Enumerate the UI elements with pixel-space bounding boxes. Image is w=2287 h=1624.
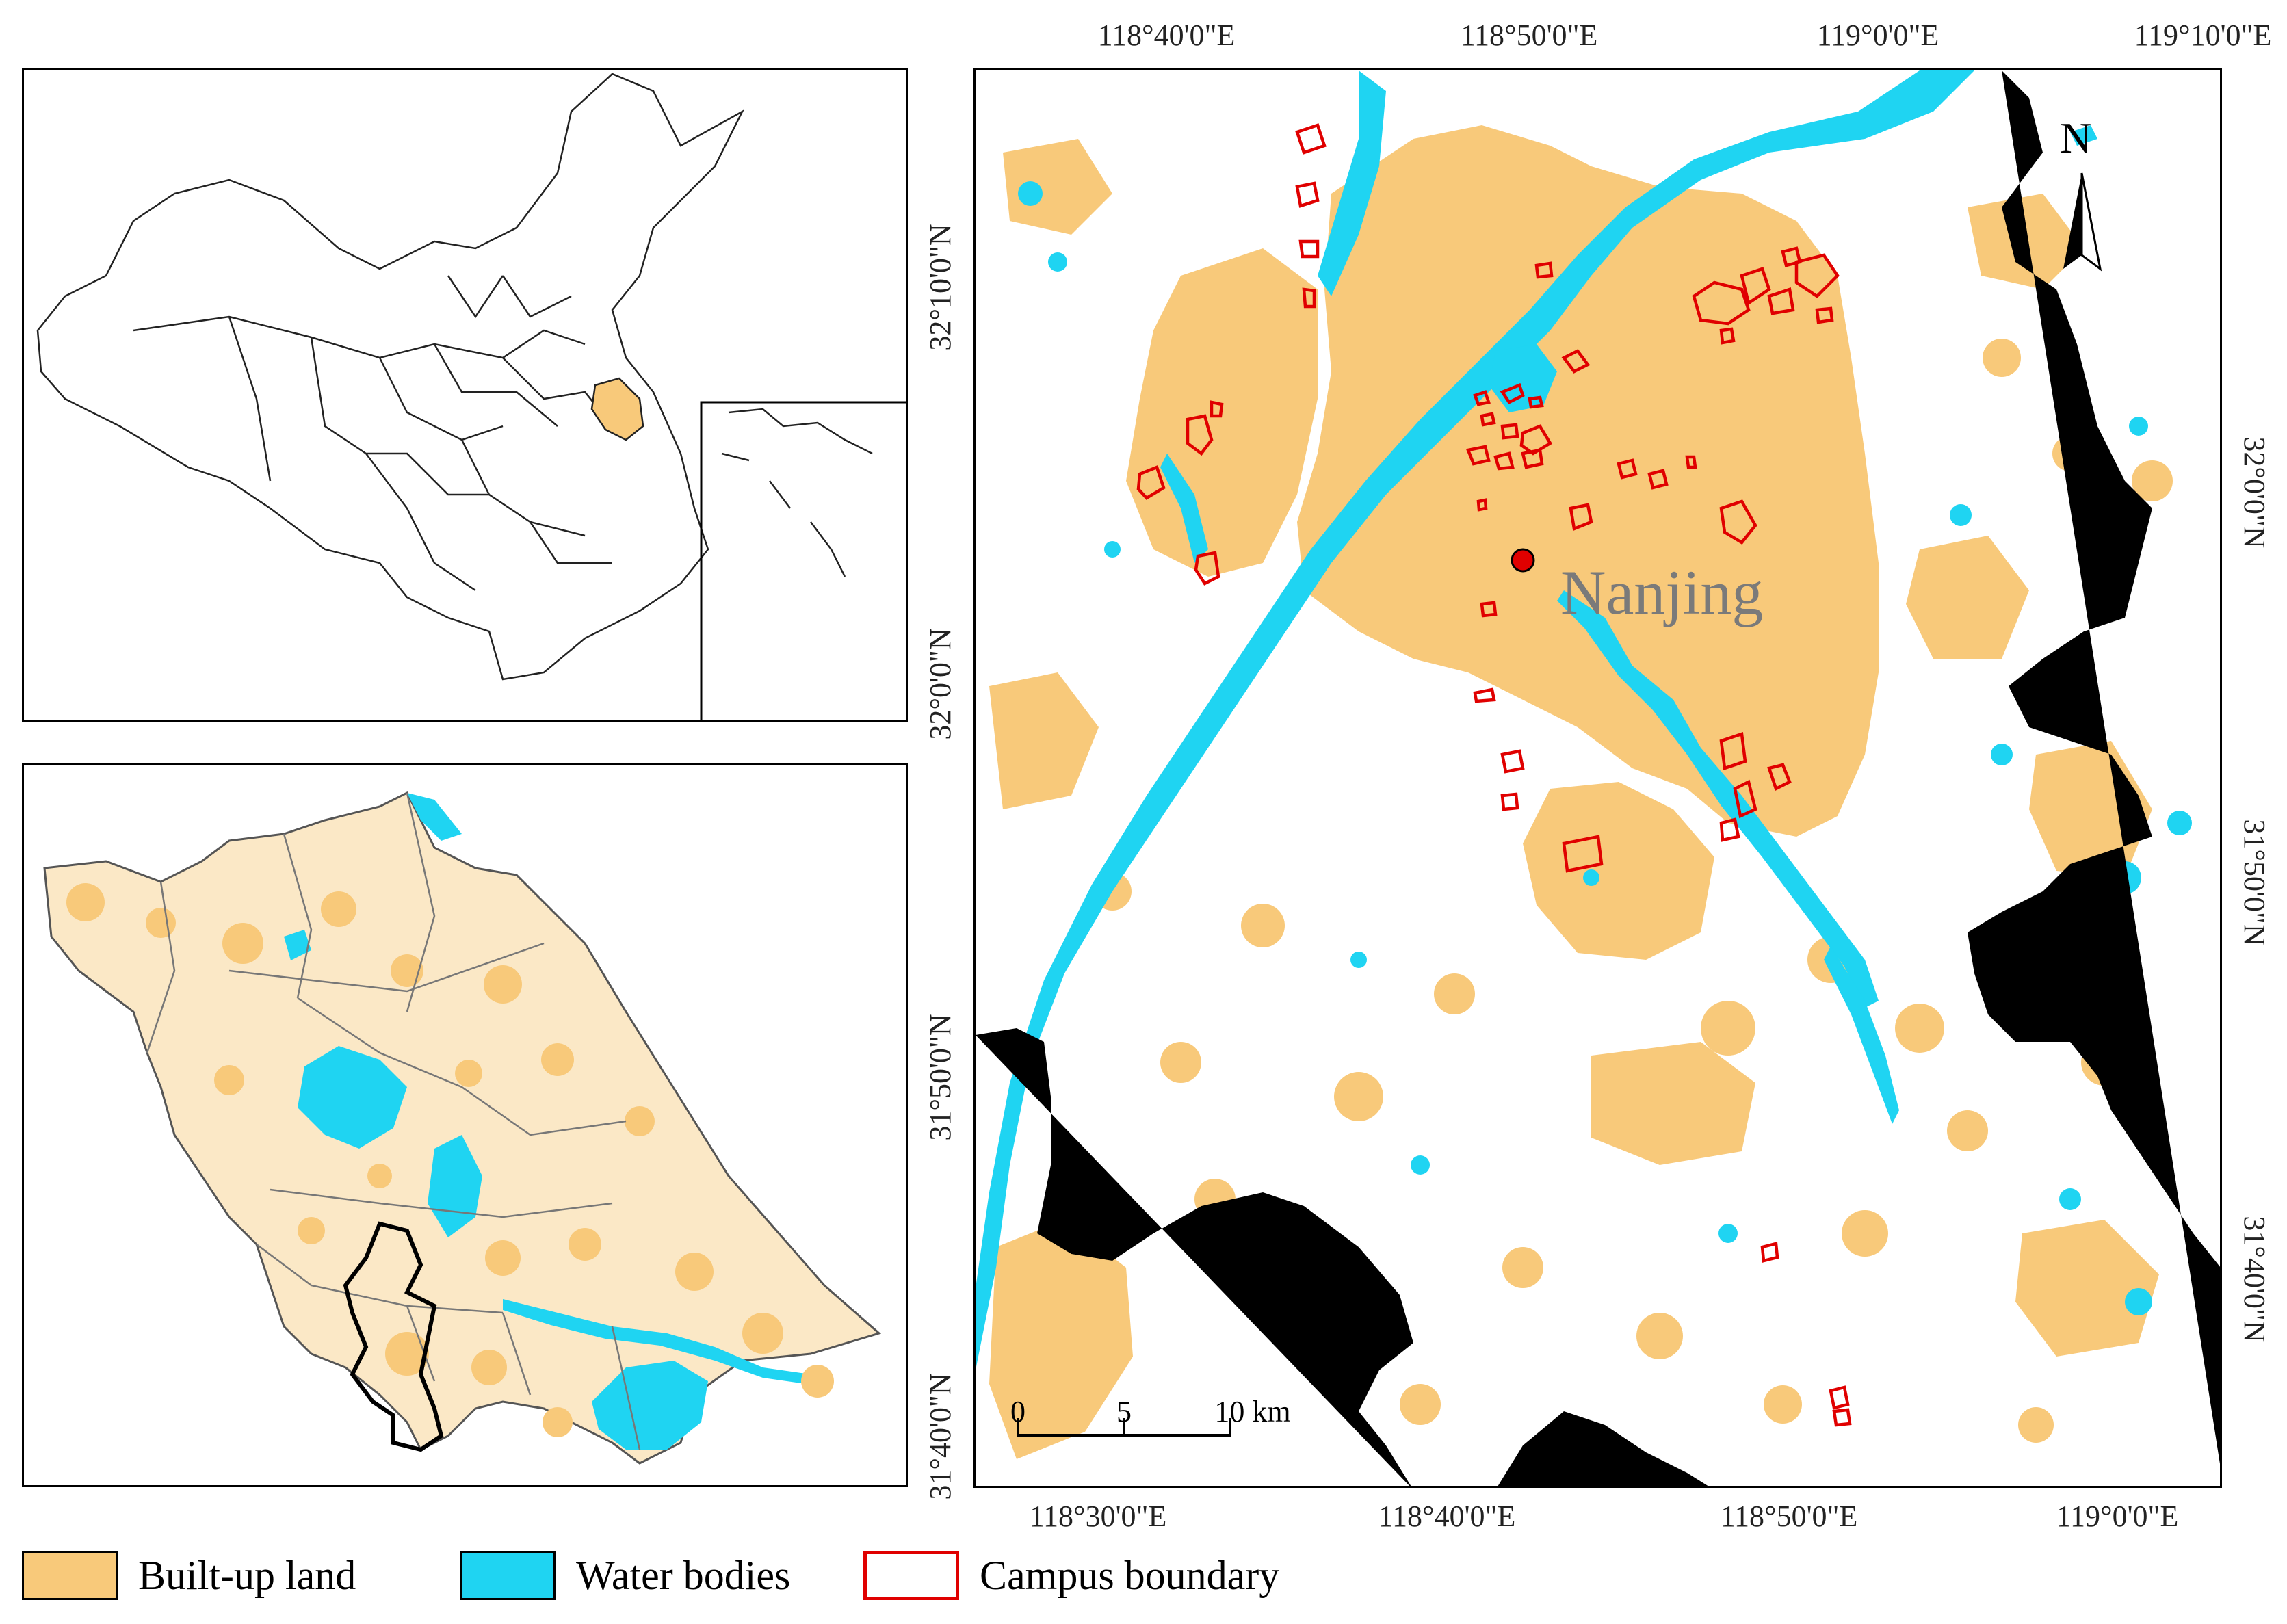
builtup-southeast — [2015, 1220, 2159, 1357]
coord-bottom-3: 118°50'0"E — [1720, 1499, 1858, 1533]
north-lake — [284, 930, 311, 960]
china-overview-map — [22, 68, 908, 722]
scale-tick-5: 5 — [1116, 1395, 1132, 1428]
north-label: N — [2060, 114, 2092, 162]
coord-right-2: 31°50'0"N — [2238, 819, 2271, 946]
coord-top-1: 118°40'0"E — [1097, 18, 1236, 52]
campus-boundaries — [1136, 123, 1852, 1427]
coord-right-1: 32°0'0"N — [2238, 436, 2271, 549]
coord-top-2: 118°50'0"E — [1460, 18, 1598, 52]
jiangsu-highlight — [590, 377, 644, 441]
coord-left-2: 32°0'0"N — [924, 628, 957, 740]
campus-swatch — [863, 1551, 959, 1600]
coord-bottom-1: 118°30'0"E — [1029, 1499, 1167, 1533]
jiangsu-water — [284, 793, 811, 1450]
builtup-center-east — [1906, 536, 2029, 659]
coord-top-3: 119°0'0"E — [1816, 18, 1939, 52]
nanjing-main-map: Nanjing N 0 5 10 km — [973, 68, 2222, 1488]
legend-label-campus: Campus boundary — [980, 1552, 1280, 1598]
yangtze-branch — [1318, 70, 1386, 296]
built-up-swatch — [22, 1551, 118, 1600]
coast-water — [407, 793, 462, 841]
jiangsu-outline — [43, 791, 882, 1465]
coord-top-4: 119°10'0"E — [2134, 18, 2272, 52]
coord-bottom-4: 119°0'0"E — [2056, 1499, 2179, 1533]
water-bodies — [976, 70, 2097, 1370]
builtup-south-2 — [1591, 1042, 1755, 1165]
coord-left-3: 31°50'0"N — [924, 1014, 957, 1141]
china-outline-svg — [36, 73, 906, 720]
province-lines — [133, 275, 613, 592]
coord-bottom-2: 118°40'0"E — [1378, 1499, 1516, 1533]
builtup-nw — [1003, 139, 1112, 235]
inset-coast — [721, 408, 873, 577]
north-arrow-icon — [2063, 172, 2102, 272]
builtup-land — [989, 125, 2159, 1459]
coord-left-4: 31°40'0"N — [924, 1373, 957, 1500]
nanjing-svg — [976, 70, 2220, 1486]
jiangsu-city-lines — [146, 792, 641, 1450]
legend-item-campus: Campus boundary — [863, 1545, 1279, 1606]
city-label: Nanjing — [1560, 558, 1764, 627]
northeast-pond — [2070, 125, 2097, 146]
lake-tai — [592, 1361, 708, 1450]
coord-left-1: 32°10'0"N — [924, 224, 957, 351]
nanjing-city-marker — [1511, 548, 1535, 573]
scale-bar — [1017, 1418, 1231, 1437]
scale-tick-0: 0 — [1010, 1395, 1025, 1428]
legend-item-built-up: Built-up land — [22, 1545, 356, 1606]
jiangsu-builtup — [66, 883, 834, 1437]
lake-hongze — [298, 1046, 407, 1149]
coord-right-3: 31°40'0"N — [2238, 1216, 2271, 1343]
builtup-west-south — [989, 672, 1099, 809]
yangtze-jiangsu — [503, 1299, 811, 1385]
legend-label-water: Water bodies — [576, 1552, 791, 1598]
builtup-southwest — [989, 1220, 1133, 1459]
water-swatch — [460, 1551, 556, 1600]
river-south-branch — [1824, 946, 1899, 1124]
legend-item-water: Water bodies — [460, 1545, 790, 1606]
jiangsu-svg — [43, 791, 882, 1465]
jiangsu-province-map — [22, 763, 908, 1487]
builtup-main-city — [1297, 125, 1879, 837]
qinhuai-river — [1557, 590, 1879, 1008]
china-outline — [36, 73, 744, 681]
nanjing-outline-jiangsu — [343, 1221, 444, 1452]
legend-label-built-up: Built-up land — [138, 1552, 356, 1598]
south-china-sea-inset — [700, 401, 906, 720]
lake-gaoyou — [428, 1135, 482, 1237]
legend: Built-up land Water bodies Campus bounda… — [22, 1545, 2143, 1606]
scale-tick-10km: 10 km — [1214, 1395, 1291, 1428]
builtup-south-1 — [1523, 782, 1714, 960]
west-river — [1160, 454, 1208, 563]
